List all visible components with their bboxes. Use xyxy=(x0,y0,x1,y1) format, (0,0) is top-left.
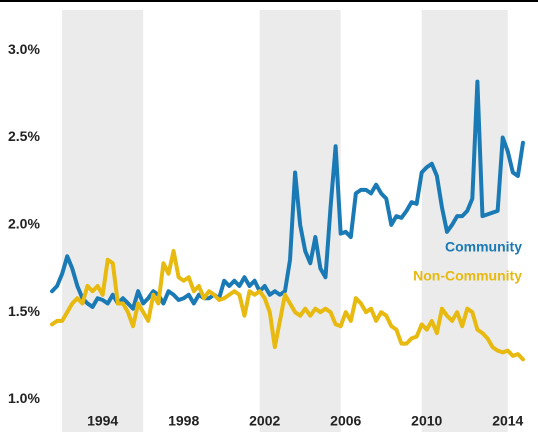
top-rule xyxy=(0,0,538,2)
y-tick-label: 1.0% xyxy=(8,390,40,406)
y-tick-label: 2.0% xyxy=(8,216,40,232)
y-tick-label: 3.0% xyxy=(8,41,40,57)
x-tick-label: 2002 xyxy=(249,413,280,429)
y-tick-label: 2.5% xyxy=(8,128,40,144)
y-tick-label: 1.5% xyxy=(8,303,40,319)
lines xyxy=(50,79,525,362)
x-tick-label: 1994 xyxy=(87,413,118,429)
x-tick-label: 1998 xyxy=(168,413,199,429)
shaded-band xyxy=(62,10,144,432)
legend-label: Non-Community xyxy=(413,268,522,284)
series-line xyxy=(50,249,525,362)
shaded-band xyxy=(421,10,508,432)
x-tick-label: 2014 xyxy=(492,413,523,429)
x-tick-label: 2010 xyxy=(411,413,442,429)
bands xyxy=(62,10,508,432)
x-tick-label: 2006 xyxy=(330,413,361,429)
labels: 1.0% 1.5% 2.0% 2.5% 3.0% 1994 1998 2002 2006 2010… xyxy=(8,41,524,429)
legend-label: Community xyxy=(445,239,522,255)
series-line xyxy=(50,79,525,311)
